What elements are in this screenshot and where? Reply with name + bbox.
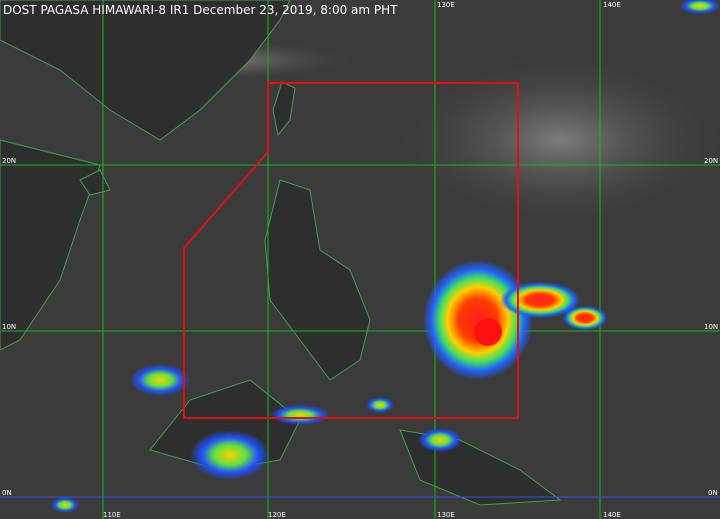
cell <box>270 405 330 425</box>
lat-label: 20N <box>2 157 16 165</box>
land-china <box>0 0 291 141</box>
lat-label: 0N <box>708 489 718 497</box>
cell <box>130 364 190 396</box>
lon-label: 140E <box>603 511 621 519</box>
storm-band <box>563 306 607 330</box>
cell <box>418 428 462 452</box>
land-taiwan <box>272 81 296 137</box>
lat-label: 0N <box>2 489 12 497</box>
par-boundary <box>183 82 519 419</box>
storm-band <box>500 282 580 318</box>
lat-label: 10N <box>704 323 718 331</box>
cell <box>680 0 720 14</box>
cloud-band <box>390 50 720 230</box>
cell <box>190 430 270 480</box>
lon-label: 130E <box>437 1 455 9</box>
lon-label: 120E <box>268 511 286 519</box>
typhoon <box>423 260 533 380</box>
convection <box>51 0 720 513</box>
storm-core <box>474 318 502 346</box>
lon-label: 110E <box>103 511 121 519</box>
lat-label: 10N <box>2 323 16 331</box>
lat-label: 20N <box>704 157 718 165</box>
cell <box>366 397 394 413</box>
title: DOST PAGASA HIMAWARI-8 IR1 December 23, … <box>3 3 398 17</box>
lon-label: 140E <box>603 1 621 9</box>
lon-label: 130E <box>437 511 455 519</box>
cell <box>51 497 79 513</box>
